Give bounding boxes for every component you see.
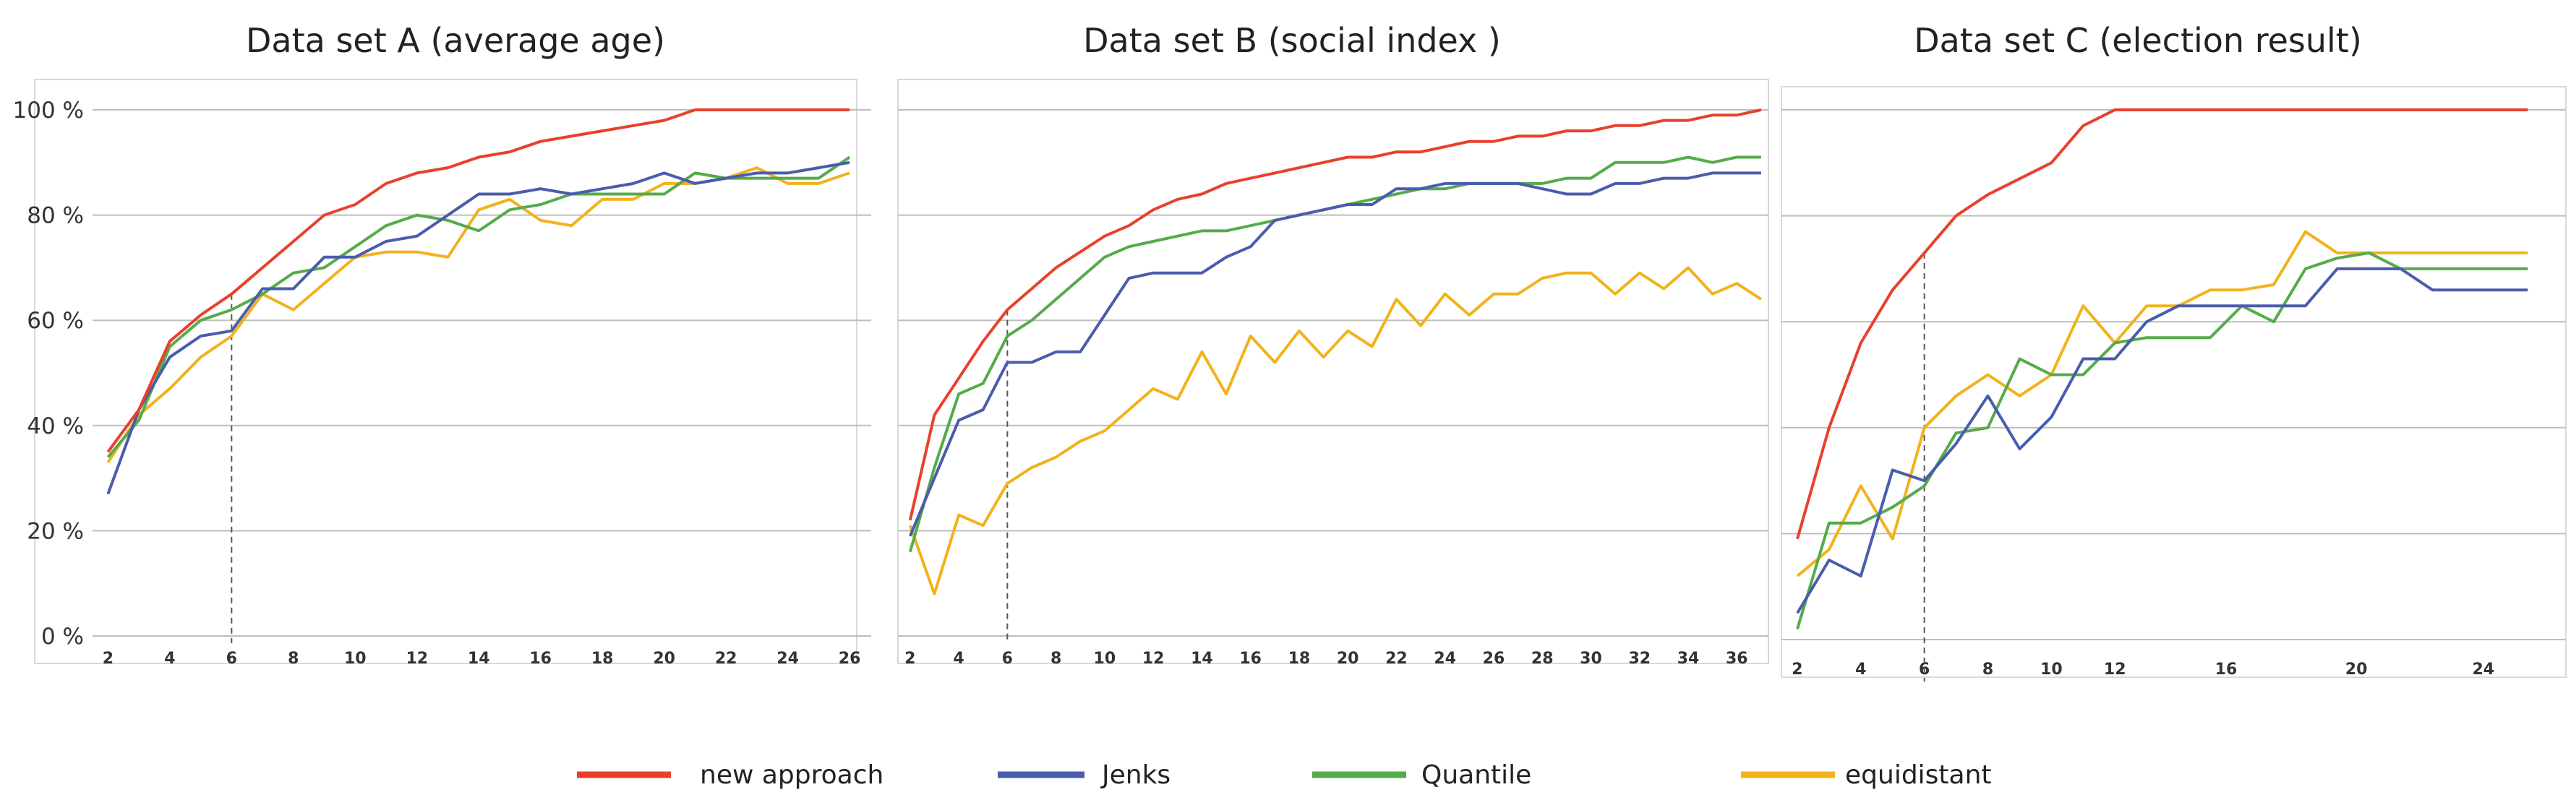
x-tick-label: 12 (406, 650, 428, 668)
plot-frame (897, 79, 1769, 664)
series-line-equidistant (908, 266, 1762, 596)
x-tick-label: 28 (1531, 650, 1554, 668)
x-tick-label: 18 (1288, 650, 1311, 668)
y-tick-label: 60 % (27, 308, 84, 334)
series-line-quantile (908, 155, 1761, 553)
x-tick-label: 14 (468, 650, 490, 668)
chart-panel-b: 2 4 6 8 10 12 14 16 18 20 22 24 26 28 30 32 34 36 (897, 79, 1769, 668)
series-line-new-approach (106, 108, 850, 453)
x-tick-label: 8 (1050, 650, 1061, 668)
x-tick-label: 10 (2040, 661, 2063, 679)
x-tick-label: 12 (1142, 650, 1165, 668)
x-tick-label: 6 (226, 650, 237, 668)
legend-label-quantile: Quantile (1421, 760, 1531, 790)
x-tick-label: 8 (288, 650, 299, 668)
legend-label-jenks: Jenks (1100, 760, 1171, 790)
plot-frame (1781, 86, 2567, 678)
x-tick-label: 2 (103, 650, 114, 668)
chart-panel-c: 24681012162024 (1781, 86, 2567, 682)
x-tick-label: 20 (1337, 650, 1359, 668)
x-tick-label: 20 (653, 650, 675, 668)
chart-title-b: Data set B (social index ) (1083, 21, 1501, 60)
x-tick-label: 30 (1580, 650, 1602, 668)
series-line-quantile (1796, 251, 2528, 629)
plot-frame (34, 79, 857, 664)
x-tick-label: 22 (715, 650, 737, 668)
x-tick-label: 4 (953, 650, 964, 668)
y-tick-label: 80 % (27, 203, 84, 229)
x-tick-label: 16 (1239, 650, 1262, 668)
series-line-quantile (106, 155, 851, 458)
x-tick-label: 22 (1385, 650, 1408, 668)
y-tick-label: 100 % (13, 98, 84, 124)
x-tick-label: 32 (1628, 650, 1651, 668)
x-tick-label: 34 (1677, 650, 1700, 668)
x-tick-label: 24 (2472, 661, 2494, 679)
y-tick-label: 20 % (27, 518, 84, 544)
x-tick-label: 36 (1726, 650, 1748, 668)
y-tick-label: 40 % (27, 413, 84, 439)
series-line-new-approach (908, 108, 1762, 521)
chart-title-c: Data set C (election result) (1914, 21, 2362, 60)
legend-label-new-approach: new approach (700, 760, 883, 790)
x-tick-label: 10 (1094, 650, 1116, 668)
x-tick-label: 24 (776, 650, 799, 668)
x-tick-label: 24 (1434, 650, 1456, 668)
x-tick-label: 2 (904, 650, 915, 668)
x-tick-label: 20 (2345, 661, 2368, 679)
x-tick-label: 18 (591, 650, 614, 668)
series-line-jenks (1796, 267, 2528, 614)
x-tick-label: 12 (2104, 661, 2126, 679)
legend: new approach Jenks Quantile equidistant (577, 760, 1992, 790)
x-tick-label: 26 (1483, 650, 1505, 668)
chart-panel-a: 0 %20 %40 %60 %80 %100 %2 4 6 8 10 12 14 16 18 20… (13, 79, 871, 668)
x-tick-label: 16 (529, 650, 552, 668)
x-tick-label: 2 (1792, 661, 1802, 679)
x-tick-label: 4 (1855, 661, 1866, 679)
legend-label-equidistant: equidistant (1845, 760, 1992, 790)
x-tick-label: 14 (1191, 650, 1213, 668)
x-tick-label: 16 (2215, 661, 2238, 679)
chart-title-a: Data set A (average age) (246, 21, 665, 60)
x-tick-label: 8 (1982, 661, 1993, 679)
series-line-equidistant (1796, 230, 2528, 577)
series-line-jenks (106, 160, 850, 495)
series-line-jenks (908, 171, 1761, 537)
x-tick-label: 10 (344, 650, 367, 668)
series-line-new-approach (1796, 108, 2528, 540)
x-tick-label: 6 (1002, 650, 1013, 668)
x-tick-label: 4 (164, 650, 175, 668)
x-tick-label: 26 (839, 650, 861, 668)
y-tick-label: 0 % (41, 624, 84, 650)
